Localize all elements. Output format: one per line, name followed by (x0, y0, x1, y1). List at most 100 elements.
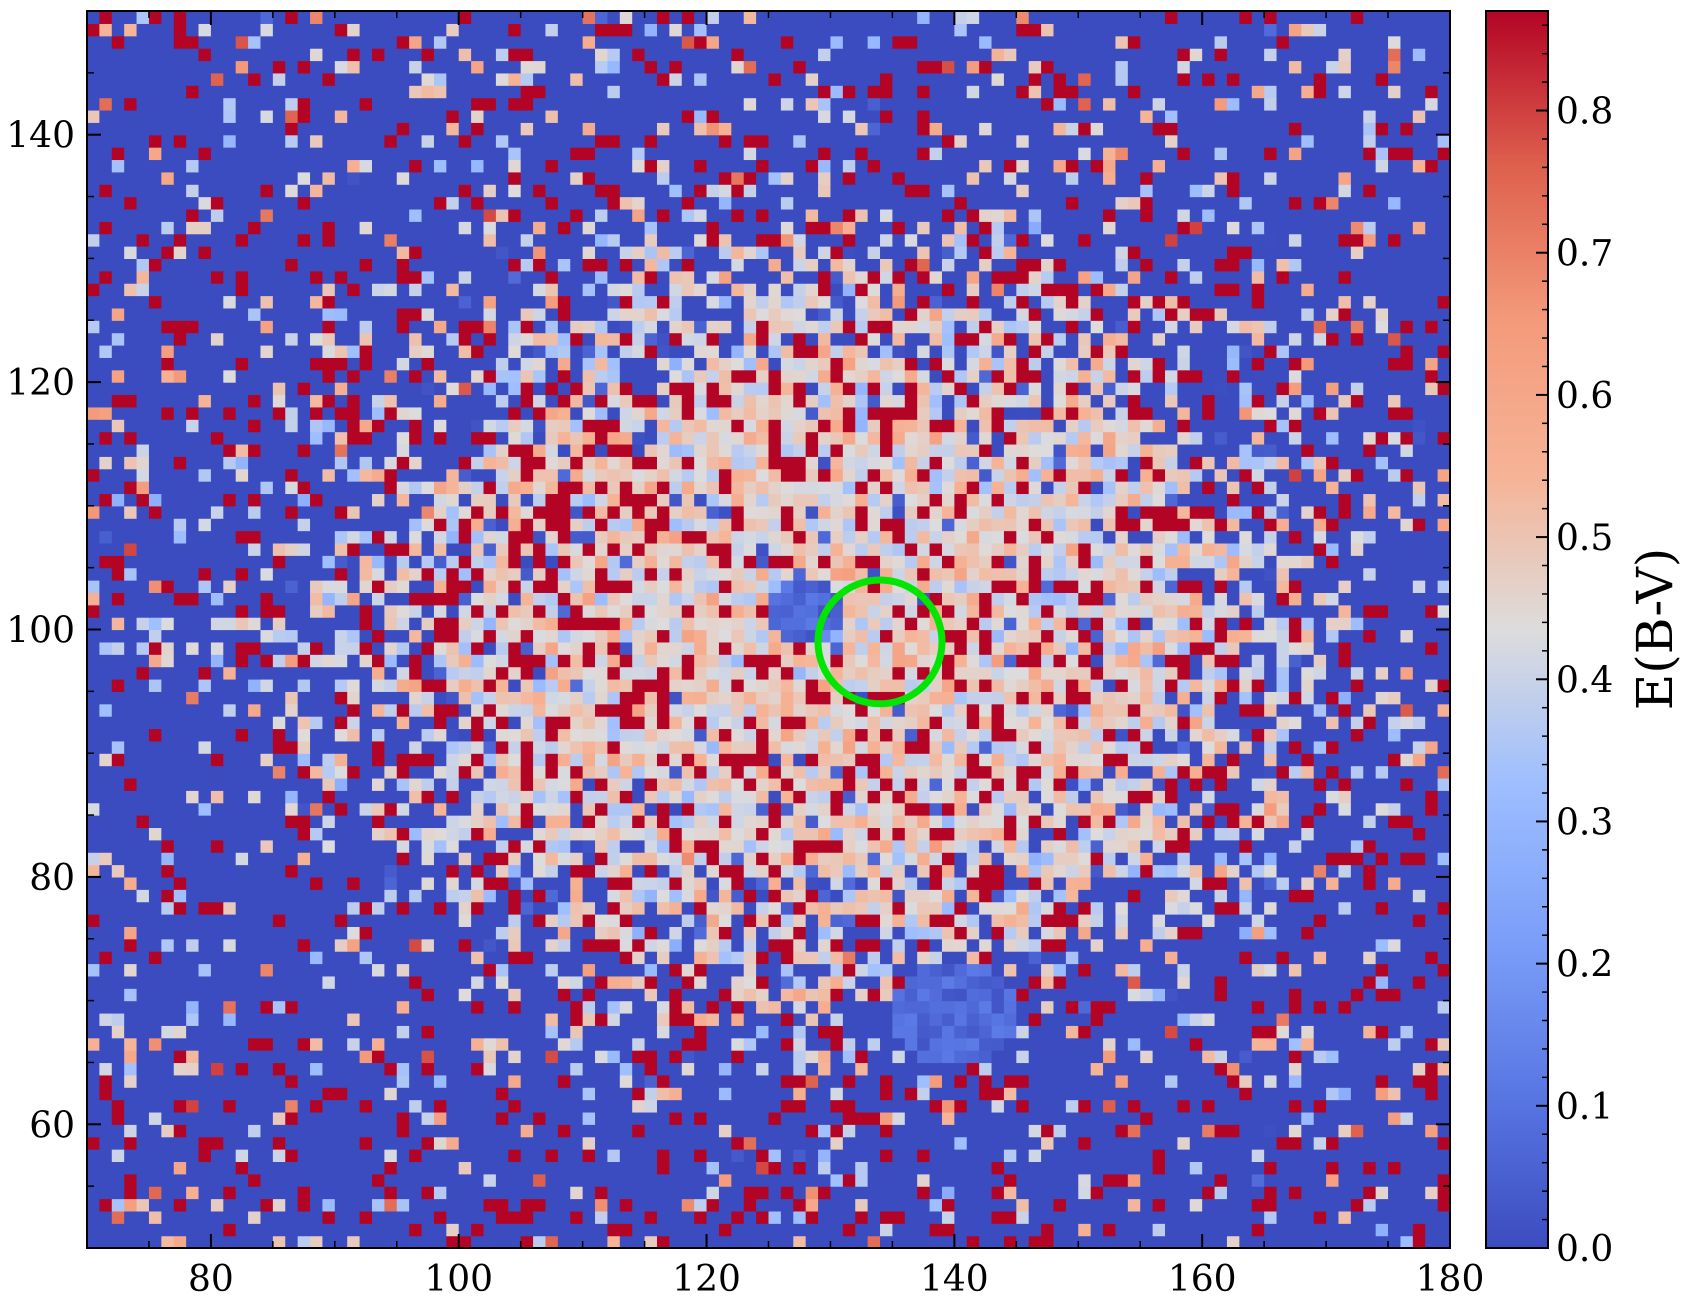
heatmap-cell (1090, 1099, 1104, 1113)
heatmap-cell (223, 815, 237, 829)
heatmap-cell (743, 1235, 757, 1248)
heatmap-cell (495, 790, 509, 804)
heatmap-cell (632, 1124, 646, 1138)
heatmap-cell (520, 988, 534, 1002)
heatmap-cell (1437, 691, 1450, 705)
heatmap-cell (1388, 839, 1402, 853)
heatmap-cell (1003, 802, 1017, 816)
heatmap-cell (1103, 963, 1117, 977)
heatmap-cell (1152, 876, 1166, 890)
heatmap-cell (1103, 765, 1117, 779)
heatmap-cell (681, 1198, 695, 1212)
heatmap-cell (954, 777, 968, 791)
heatmap-cell (297, 839, 311, 853)
heatmap-cell (917, 1062, 931, 1076)
heatmap-cell (1053, 691, 1067, 705)
heatmap-cell (1127, 1136, 1141, 1150)
heatmap-cell (446, 1136, 460, 1150)
heatmap-cell (1041, 728, 1055, 742)
heatmap-cell (880, 1161, 894, 1175)
heatmap-cell (855, 827, 869, 841)
heatmap-cell (1226, 1161, 1240, 1175)
heatmap-cell (1003, 988, 1017, 1002)
heatmap-cell (235, 1037, 249, 1051)
heatmap-cell (347, 975, 361, 989)
heatmap-cell (929, 740, 943, 754)
heatmap-cell (347, 728, 361, 742)
heatmap-cell (669, 1025, 683, 1039)
heatmap-cell (347, 839, 361, 853)
heatmap-cell (520, 815, 534, 829)
heatmap-cell (1115, 765, 1129, 779)
heatmap-cell (830, 1161, 844, 1175)
heatmap-cell (186, 703, 200, 717)
heatmap-cell (111, 815, 125, 829)
heatmap-cell (1251, 1012, 1265, 1026)
heatmap-cell (545, 815, 559, 829)
heatmap-cell (458, 926, 472, 940)
heatmap-cell (173, 1173, 187, 1187)
heatmap-cell (1264, 740, 1278, 754)
heatmap-cell (1078, 1099, 1092, 1113)
heatmap-cell (297, 678, 311, 692)
heatmap-cell (607, 963, 621, 977)
heatmap-cell (124, 1037, 138, 1051)
heatmap-cell (1140, 1223, 1154, 1237)
heatmap-cell (1152, 839, 1166, 853)
heatmap-cell (198, 1124, 212, 1138)
heatmap-cell (334, 901, 348, 915)
heatmap-cell (1028, 790, 1042, 804)
heatmap-cell (1165, 777, 1178, 791)
heatmap-cell (409, 753, 423, 767)
heatmap-cell (1276, 864, 1290, 878)
heatmap-cell (1350, 827, 1364, 841)
heatmap-cell (1152, 1210, 1166, 1224)
heatmap-cell (99, 1025, 113, 1039)
heatmap-cell (458, 765, 472, 779)
heatmap-cell (954, 864, 968, 878)
heatmap-cell (1301, 728, 1315, 742)
heatmap-cell (979, 975, 993, 989)
heatmap-cell (161, 1186, 175, 1200)
heatmap-cell (223, 951, 237, 965)
heatmap-cell (421, 951, 435, 965)
heatmap-cell (1388, 1186, 1402, 1200)
heatmap-cell (1288, 963, 1302, 977)
heatmap-cell (1115, 1210, 1129, 1224)
heatmap-cell (681, 1099, 695, 1113)
heatmap-cell (1065, 740, 1079, 754)
heatmap-cell (929, 1012, 943, 1026)
heatmap-cell (1301, 1186, 1315, 1200)
heatmap-cell (570, 691, 584, 705)
heatmap-cell (1226, 988, 1240, 1002)
heatmap-cell (384, 876, 398, 890)
heatmap-cell (1251, 988, 1265, 1002)
heatmap-cell (210, 864, 224, 878)
heatmap-cell (793, 802, 807, 816)
heatmap-cell (929, 951, 943, 965)
heatmap-cell (867, 728, 881, 742)
heatmap-cell (1065, 1074, 1079, 1088)
heatmap-cell (198, 889, 212, 903)
heatmap-cell (161, 1087, 175, 1101)
heatmap-cell (483, 1000, 497, 1014)
heatmap-cell (1090, 1235, 1104, 1248)
heatmap-cell (979, 1173, 993, 1187)
heatmap-cell (669, 975, 683, 989)
heatmap-cell (880, 951, 894, 965)
heatmap-cell (124, 1012, 138, 1026)
heatmap-cell (248, 1223, 262, 1237)
heatmap-cell (1053, 1136, 1067, 1150)
heatmap-cell (917, 1099, 931, 1113)
heatmap-cell (656, 815, 670, 829)
heatmap-cell (111, 1198, 125, 1212)
heatmap-cell (632, 1111, 646, 1125)
heatmap-cell (1226, 926, 1240, 940)
heatmap-cell (842, 864, 856, 878)
heatmap-cell (1313, 827, 1327, 841)
heatmap-cell (1202, 790, 1216, 804)
heatmap-cell (136, 839, 150, 853)
heatmap-cell (396, 1235, 410, 1248)
heatmap-cell (929, 852, 943, 866)
heatmap-cell (520, 975, 534, 989)
